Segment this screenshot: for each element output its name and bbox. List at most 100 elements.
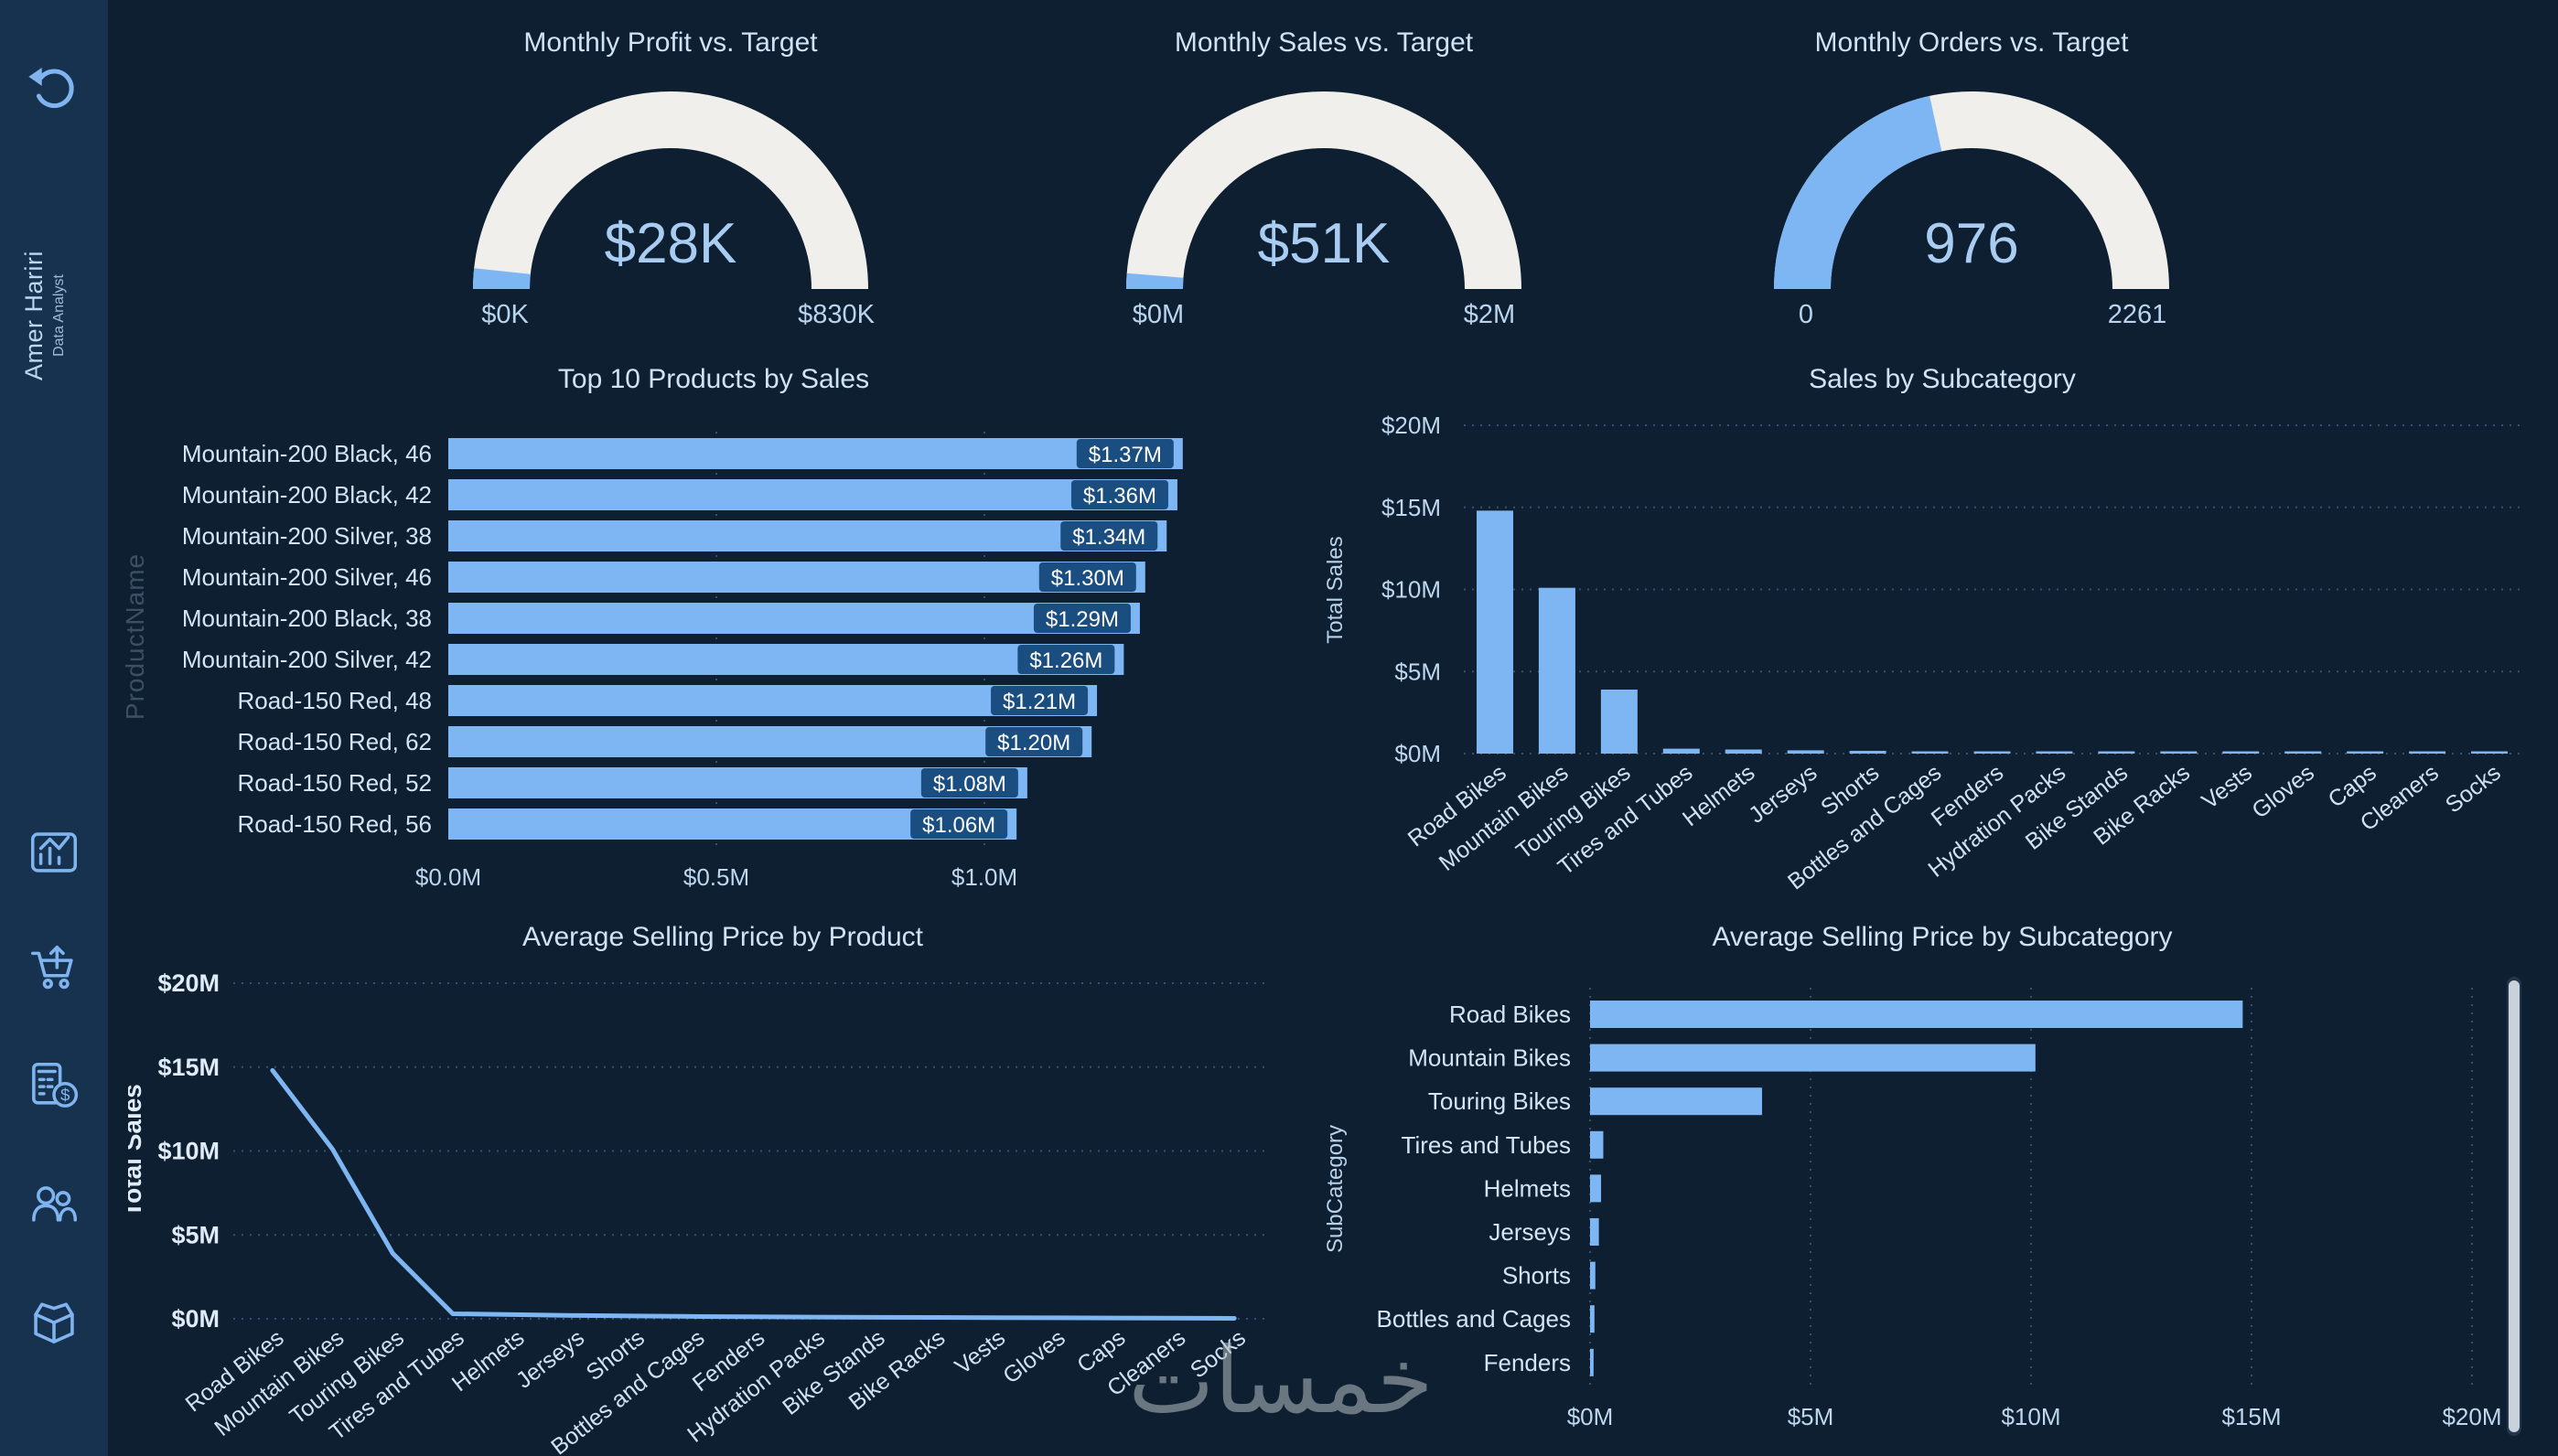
gauge-monthly-profit: Monthly Profit vs. Target $28K $0K $830K	[387, 20, 954, 368]
value-chip	[910, 809, 1008, 839]
tick: $10M	[1381, 576, 1441, 604]
column[interactable]	[1849, 750, 1886, 754]
column[interactable]	[1538, 587, 1575, 754]
bar[interactable]	[1590, 1087, 1762, 1116]
tick: $0.0M	[415, 863, 481, 891]
bar-chart-plot[interactable]: $0M $5M $10M $15M $20M Road Bikes Mountain Bik…	[1327, 915, 2558, 1456]
gauge-value: 976	[1924, 212, 2019, 275]
gauge-min-label: 0	[1798, 300, 1814, 329]
tick-b: $0M	[171, 1305, 220, 1333]
bar[interactable]	[448, 520, 1167, 551]
tick: $5M	[1788, 1403, 1834, 1430]
column[interactable]	[1600, 689, 1638, 754]
nav-customers-button[interactable]	[26, 1174, 82, 1231]
line-series[interactable]	[270, 1067, 1237, 1321]
chart-title: Monthly Orders vs. Target	[1814, 27, 2129, 58]
bar[interactable]	[1590, 1044, 2036, 1072]
bar[interactable]	[1590, 1130, 1604, 1159]
column[interactable]	[1911, 751, 1949, 754]
tick: $0M	[1567, 1403, 1614, 1430]
bar[interactable]	[448, 562, 1145, 593]
profile-name: Amer Hariri	[20, 251, 48, 381]
scrollbar-thumb[interactable]	[2509, 980, 2520, 1432]
bar[interactable]	[1590, 1218, 1599, 1246]
row-label: Touring Bikes	[1428, 1087, 1571, 1115]
chip-text: $1.08M	[933, 772, 1006, 797]
gauge-value: $51K	[1257, 212, 1391, 275]
sales-by-subcategory-chart: Sales by Subcategory $0M $5M $10M $15M $20M R…	[1327, 357, 2558, 947]
bar[interactable]	[448, 685, 1098, 716]
gauge-chart[interactable]	[387, 60, 954, 294]
value-chip	[985, 727, 1083, 756]
bar[interactable]	[448, 726, 1092, 757]
nav-finance-button[interactable]: $	[26, 1057, 82, 1114]
tick-b: $15M	[157, 1054, 220, 1081]
scrollbar-track[interactable]	[2507, 977, 2521, 1436]
column[interactable]	[2471, 751, 2509, 755]
gauge-value: $28K	[604, 212, 737, 275]
avg-price-by-product-chart: Average Selling Price by Product $0M $5M $…	[128, 915, 1317, 1456]
row-label: Bottles and Cages	[1377, 1305, 1571, 1333]
bar[interactable]	[448, 479, 1177, 510]
bar[interactable]	[1590, 1001, 2243, 1028]
row-label: Mountain-200 Black, 46	[182, 440, 432, 467]
gauge-chart[interactable]	[1688, 60, 2255, 294]
chip-text: $1.29M	[1046, 607, 1119, 632]
bar[interactable]	[448, 603, 1140, 634]
column[interactable]	[1662, 748, 1700, 754]
gauge-chart[interactable]	[1040, 60, 1607, 294]
chart-title: Monthly Sales vs. Target	[1174, 27, 1474, 58]
bar[interactable]	[1590, 1261, 1596, 1290]
tick: $20M	[1381, 412, 1441, 439]
row-label: Tires and Tubes	[1402, 1131, 1571, 1159]
chip-text: $1.36M	[1083, 484, 1156, 509]
column[interactable]	[1787, 750, 1824, 754]
bar-chart-plot[interactable]: $0.0M $0.5M $1.0M Mountain-200 Black, 46 $1.…	[128, 357, 1299, 924]
column[interactable]	[1973, 751, 2011, 755]
row-label: Road-150 Red, 48	[238, 687, 432, 714]
nav-sales-button[interactable]	[26, 940, 82, 997]
value-chip	[920, 768, 1018, 798]
bar[interactable]	[448, 644, 1124, 675]
column[interactable]	[2222, 751, 2260, 755]
column[interactable]	[1476, 510, 1513, 754]
row-label: Mountain-200 Silver, 38	[182, 522, 432, 550]
back-button[interactable]	[26, 59, 82, 115]
chip-text: $1.37M	[1089, 443, 1162, 467]
column[interactable]	[2347, 751, 2384, 755]
gauge-monthly-sales: Monthly Sales vs. Target $51K $0M $2M	[1040, 20, 1607, 368]
column[interactable]	[2036, 751, 2073, 755]
bar[interactable]	[1590, 1174, 1602, 1203]
chip-text: $1.26M	[1029, 648, 1102, 673]
row-label: Fenders	[1484, 1349, 1571, 1376]
row-label: Mountain Bikes	[1408, 1044, 1571, 1072]
y-axis-title: SubCategory	[1327, 1125, 1348, 1253]
open-box-icon	[34, 1302, 74, 1344]
chip-text: $1.20M	[997, 731, 1070, 755]
nav-products-button[interactable]	[26, 1293, 82, 1350]
sidebar: Amer Hariri Data Analyst $	[0, 0, 108, 1456]
column[interactable]	[2284, 751, 2322, 755]
column[interactable]	[2098, 751, 2135, 755]
bar[interactable]	[448, 438, 1183, 469]
top-products-chart: Top 10 Products by Sales ProductName $0.…	[121, 357, 1299, 924]
column[interactable]	[2409, 751, 2446, 755]
column[interactable]	[1725, 749, 1762, 754]
bar[interactable]	[1590, 1305, 1595, 1333]
cat-label: Jerseys	[1744, 760, 1822, 829]
gauge-min-label: $0K	[481, 300, 529, 329]
gauge-max-label: $2M	[1463, 300, 1516, 329]
chart-title: Average Selling Price by Product	[521, 922, 924, 952]
watermark: خمسات	[1128, 1327, 1434, 1434]
bar[interactable]	[1590, 1348, 1594, 1376]
row-label: Road Bikes	[1449, 1001, 1571, 1028]
tick: $15M	[2221, 1403, 2281, 1430]
tick: $5M	[1394, 658, 1441, 685]
column[interactable]	[2160, 751, 2198, 755]
value-chip	[991, 686, 1089, 715]
back-arrow-icon	[28, 67, 74, 109]
row-label: Road-150 Red, 62	[238, 728, 432, 755]
nav-analytics-button[interactable]	[26, 824, 82, 881]
